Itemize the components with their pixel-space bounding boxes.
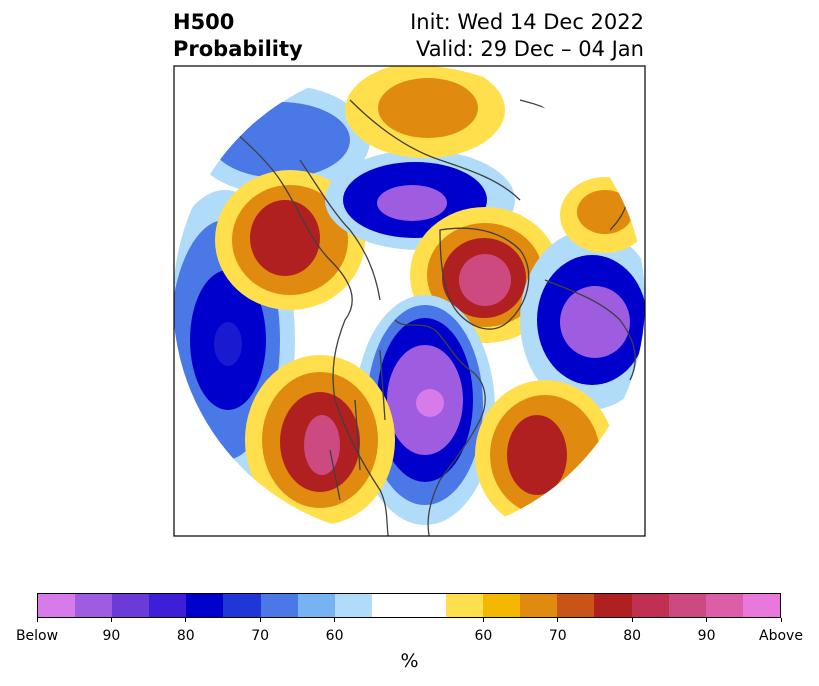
colorbar-segment <box>742 594 780 617</box>
colorbar-segment <box>483 594 521 617</box>
colorbar-segment <box>408 594 447 617</box>
colorbar-tick-label: 60 <box>474 628 493 644</box>
colorbar-tickmark <box>110 618 112 622</box>
colorbar-tickmark <box>631 618 633 622</box>
above-region-alaska <box>215 170 365 310</box>
colorbar-tickmark <box>334 618 336 622</box>
colorbar-tick-label: Above <box>759 628 803 644</box>
title-valid-range: Valid: 29 Dec – 04 Jan <box>415 37 644 61</box>
colorbar-segment <box>112 594 150 617</box>
title-product: Probability <box>173 37 303 61</box>
colorbar-segment <box>520 594 558 617</box>
colorbar-tick-label: 80 <box>176 628 195 644</box>
colorbar-tick-label: 60 <box>325 628 344 644</box>
colorbar-tick-label: 80 <box>623 628 642 644</box>
colorbar-segment <box>38 594 76 617</box>
colorbar-segment <box>705 594 743 617</box>
colorbar-tickmark <box>482 618 484 622</box>
colorbar-unit-label: % <box>400 650 419 672</box>
anomaly-field <box>174 66 645 536</box>
colorbar-tickmark <box>557 618 559 622</box>
chart-title-left: H500 Probability <box>173 9 303 63</box>
colorbar-tick-label: 70 <box>251 628 270 644</box>
colorbar-segment <box>631 594 669 617</box>
colorbar-segment <box>223 594 261 617</box>
colorbar-tick-label: 90 <box>697 628 716 644</box>
colorbar-segment <box>668 594 706 617</box>
colorbar-tick-label: Below <box>15 628 59 644</box>
colorbar-tickmark <box>36 618 38 622</box>
colorbar <box>37 593 781 618</box>
colorbar-tickmark <box>780 618 782 622</box>
colorbar-segment <box>186 594 224 617</box>
colorbar-tick-label: 70 <box>548 628 567 644</box>
above-region-north <box>345 66 505 158</box>
probability-map <box>173 65 646 537</box>
above-region-northeast <box>560 177 645 253</box>
colorbar-tickmark <box>706 618 708 622</box>
colorbar-segment <box>260 594 298 617</box>
title-variable: H500 <box>173 10 235 34</box>
colorbar-segment <box>75 594 113 617</box>
map-frame <box>173 65 646 537</box>
colorbar-segment <box>149 594 187 617</box>
colorbar-segment <box>446 594 484 617</box>
colorbar-tickmark <box>259 618 261 622</box>
colorbar-segment <box>557 594 595 617</box>
chart-title-right: Init: Wed 14 Dec 2022 Valid: 29 Dec – 04… <box>410 9 644 63</box>
colorbar-segment <box>334 594 372 617</box>
above-region-atlantic <box>475 380 615 530</box>
above-region-southwest <box>245 355 395 525</box>
colorbar-tickmark <box>185 618 187 622</box>
colorbar-tick-label: 90 <box>102 628 121 644</box>
title-init-date: Init: Wed 14 Dec 2022 <box>410 10 644 34</box>
colorbar-segment <box>594 594 632 617</box>
colorbar-segment <box>371 594 409 617</box>
colorbar-segment <box>297 594 335 617</box>
